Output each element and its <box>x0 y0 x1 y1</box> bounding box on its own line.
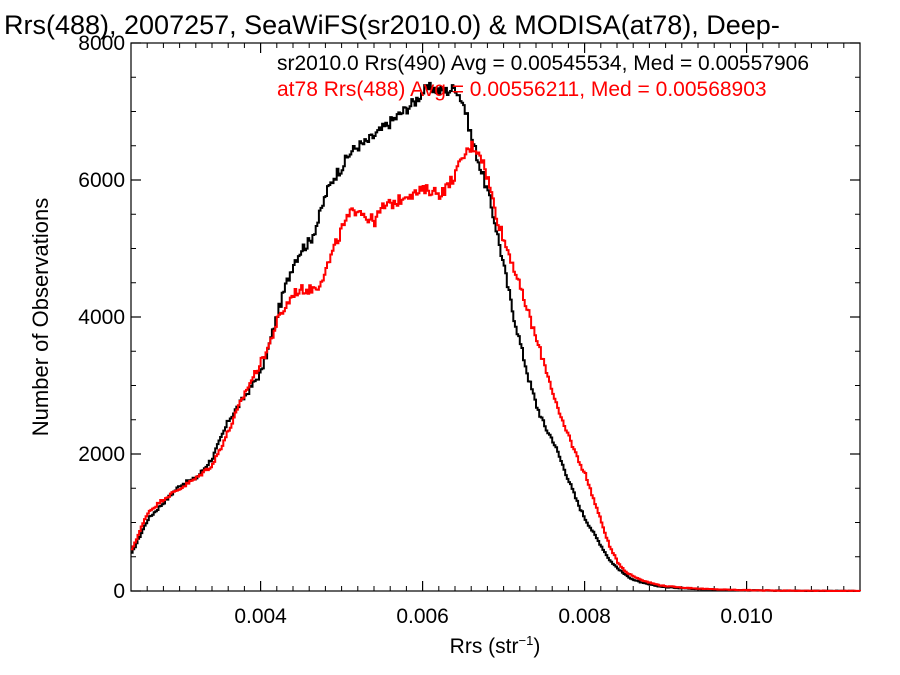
x-tick-label: 0.008 <box>558 605 611 628</box>
plot-area: 0 2000 4000 6000 8000 0.004 0.006 0.008 0.010 <box>78 32 861 628</box>
x-axis: 0.004 0.006 0.008 0.010 <box>146 43 861 628</box>
series-line-sr2010 <box>131 81 860 592</box>
x-axis-label-close: ) <box>533 635 540 658</box>
y-tick-label: 4000 <box>78 306 125 329</box>
legend-entry-sr2010: sr2010.0 Rrs(490) Avg = 0.00545534, Med … <box>277 52 809 75</box>
chart-title: Rrs(488), 2007257, SeaWiFS(sr2010.0) & M… <box>4 10 780 40</box>
x-tick-label: 0.010 <box>720 605 773 628</box>
y-tick-label: 2000 <box>78 443 125 466</box>
x-tick-label: 0.006 <box>396 605 449 628</box>
legend-entry-at78: at78 Rrs(488) Avg = 0.00556211, Med = 0.… <box>277 78 767 101</box>
legend: sr2010.0 Rrs(490) Avg = 0.00545534, Med … <box>277 52 809 101</box>
y-axis: 0 2000 4000 6000 8000 <box>78 32 860 603</box>
x-tick-label: 0.004 <box>234 605 287 628</box>
series-layer <box>131 81 861 592</box>
y-tick-label: 8000 <box>78 32 125 55</box>
y-tick-label: 6000 <box>78 169 125 192</box>
x-axis-label-main: Rrs (str <box>450 635 519 658</box>
series-line-at78 <box>131 140 861 592</box>
y-axis-label: Number of Observations <box>28 198 53 436</box>
x-axis-label: Rrs (str−1) <box>450 633 541 658</box>
plot-frame <box>130 42 861 592</box>
y-tick-label: 0 <box>113 580 125 603</box>
x-axis-label-superscript: −1 <box>519 633 534 648</box>
